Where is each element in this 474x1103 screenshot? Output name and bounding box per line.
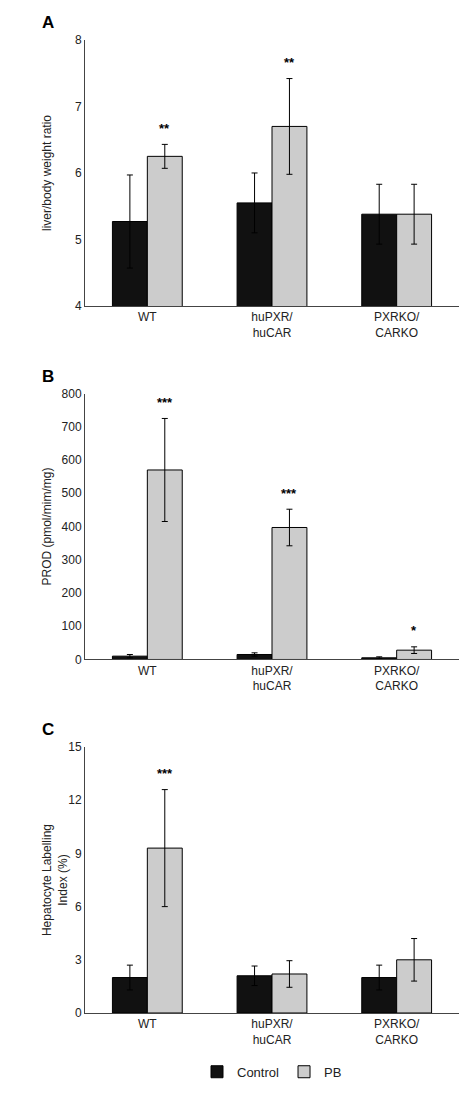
svg-text:PXRKO/CARKO: PXRKO/CARKO [374,1017,420,1047]
svg-text:600: 600 [62,453,82,467]
svg-text:***: *** [157,395,173,410]
svg-text:500: 500 [62,486,82,500]
svg-text:WT: WT [138,1017,157,1031]
svg-text:200: 200 [62,586,82,600]
svg-text:12: 12 [68,793,82,807]
svg-text:huPXR/huCAR: huPXR/huCAR [251,310,293,340]
svg-text:8: 8 [75,33,82,47]
svg-text:huPXR/huCAR: huPXR/huCAR [251,1017,293,1047]
svg-text:100: 100 [62,619,82,633]
svg-text:PB: PB [324,1065,341,1080]
svg-text:6: 6 [75,166,82,180]
svg-text:A: A [42,13,54,32]
svg-text:***: *** [281,486,297,501]
svg-text:**: ** [159,121,170,136]
svg-text:PROD (pmol/mim/mg): PROD (pmol/mim/mg) [40,467,54,585]
svg-text:4: 4 [75,299,82,313]
svg-text:PXRKO/CARKO: PXRKO/CARKO [374,310,420,340]
svg-text:***: *** [157,766,173,781]
svg-text:WT: WT [138,310,157,324]
svg-text:WT: WT [138,664,157,678]
svg-text:*: * [411,623,417,638]
svg-text:C: C [42,720,54,739]
svg-text:700: 700 [62,420,82,434]
svg-text:PXRKO/CARKO: PXRKO/CARKO [374,664,420,694]
svg-text:7: 7 [75,100,82,114]
svg-text:liver/body weight ratio: liver/body weight ratio [40,115,54,231]
svg-text:0: 0 [75,653,82,667]
svg-text:6: 6 [75,900,82,914]
svg-text:3: 3 [75,953,82,967]
svg-text:400: 400 [62,520,82,534]
svg-text:15: 15 [68,740,82,754]
svg-text:800: 800 [62,387,82,401]
svg-text:**: ** [284,55,295,70]
svg-text:B: B [42,367,54,386]
svg-text:Control: Control [237,1065,279,1080]
svg-text:5: 5 [75,233,82,247]
svg-text:9: 9 [75,847,82,861]
svg-text:0: 0 [75,1006,82,1020]
svg-text:Hepatocyte LabellingIndex (%): Hepatocyte LabellingIndex (%) [40,824,70,936]
svg-text:300: 300 [62,553,82,567]
svg-text:huPXR/huCAR: huPXR/huCAR [251,664,293,694]
